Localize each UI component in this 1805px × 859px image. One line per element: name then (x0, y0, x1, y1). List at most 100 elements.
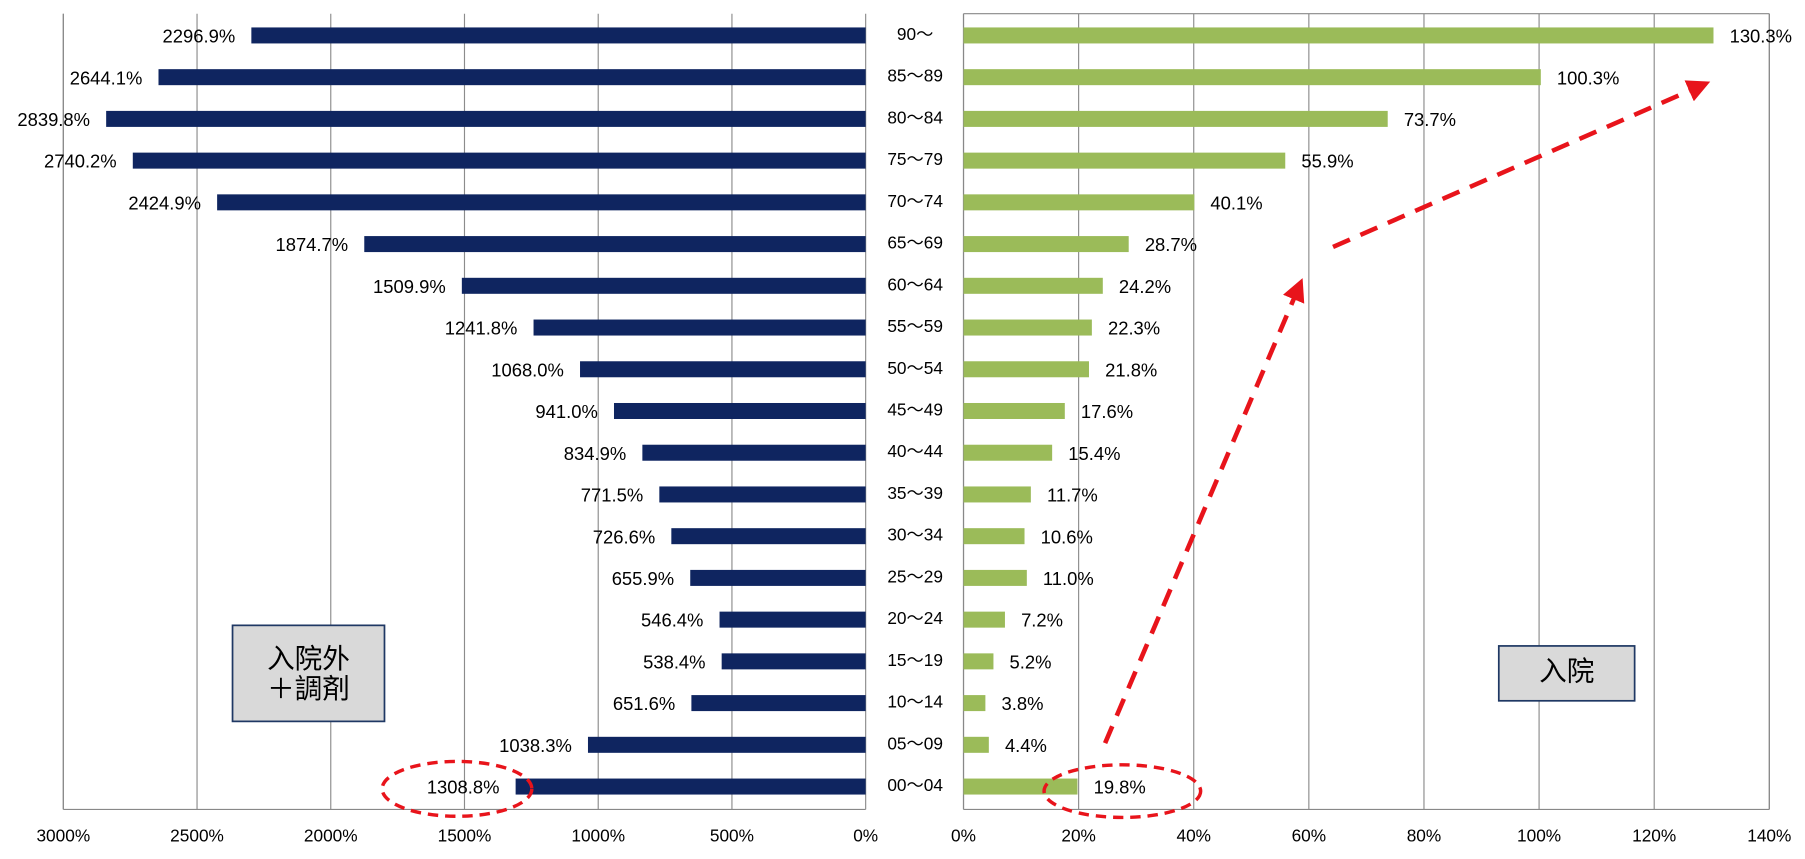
x-tick-label: 1000% (571, 825, 625, 845)
bar (963, 152, 1286, 169)
data-label: 73.7% (1404, 109, 1456, 130)
bar (580, 361, 866, 378)
category-label: 25～29 (887, 566, 943, 586)
data-label: 546.4% (641, 610, 703, 631)
x-tick-label: 140% (1747, 825, 1791, 845)
bar (963, 444, 1053, 461)
data-label: 651.6% (613, 693, 675, 714)
bar (515, 778, 866, 795)
bar (671, 528, 866, 545)
category-label: 45～49 (887, 400, 943, 420)
data-label: 2740.2% (44, 151, 117, 172)
data-label: 3.8% (1001, 693, 1043, 714)
data-label: 10.6% (1041, 526, 1093, 547)
bar (963, 402, 1065, 419)
data-label: 5.2% (1010, 652, 1052, 673)
arrow (1102, 278, 1305, 744)
data-label: 2839.8% (17, 109, 90, 130)
bar (963, 695, 986, 712)
x-tick-label: 500% (710, 825, 754, 845)
category-label: 05～09 (887, 733, 943, 753)
data-label: 538.4% (643, 652, 705, 673)
data-label: 7.2% (1021, 610, 1063, 631)
data-label: 1241.8% (445, 318, 518, 339)
data-label: 11.0% (1043, 568, 1094, 589)
bar (158, 69, 866, 86)
data-label: 55.9% (1301, 151, 1353, 172)
data-label: 130.3% (1730, 26, 1792, 47)
highlight-ellipse (380, 759, 534, 818)
data-label: 834.9% (564, 443, 626, 464)
bar (963, 528, 1025, 545)
data-label: 4.4% (1005, 735, 1047, 756)
x-tick-label: 40% (1176, 825, 1211, 845)
data-label: 655.9% (612, 568, 674, 589)
category-label: 75～79 (887, 149, 943, 169)
bar (963, 236, 1129, 253)
bar (963, 611, 1005, 628)
bar (719, 611, 866, 628)
bar (721, 653, 866, 670)
x-tick-label: 60% (1292, 825, 1327, 845)
category-label: 50～54 (887, 358, 943, 378)
category-label: 40～44 (887, 441, 943, 461)
bar (533, 319, 866, 336)
data-label: 1874.7% (275, 234, 348, 255)
annotation-text: ＋調剤 (267, 673, 350, 704)
bar (587, 736, 866, 753)
data-label: 22.3% (1108, 318, 1160, 339)
data-label: 19.8% (1094, 777, 1146, 798)
bar (963, 194, 1195, 211)
category-label: 10～14 (887, 692, 943, 712)
x-tick-label: 20% (1061, 825, 1096, 845)
data-label: 40.1% (1210, 193, 1262, 214)
bar (963, 653, 994, 670)
bar (963, 569, 1027, 586)
bar (364, 236, 866, 253)
data-label: 771.5% (581, 485, 643, 506)
annotation-text: 入院外 (267, 643, 350, 674)
x-tick-label: 0% (951, 825, 976, 845)
category-label: 80～84 (887, 107, 943, 127)
data-label: 1509.9% (373, 276, 446, 297)
bar (963, 27, 1714, 44)
bar (461, 277, 866, 294)
data-label: 1038.3% (499, 735, 572, 756)
x-tick-label: 0% (853, 825, 878, 845)
data-label: 2644.1% (70, 67, 143, 88)
category-label: 15～19 (887, 650, 943, 670)
data-label: 1068.0% (491, 359, 564, 380)
category-label: 70～74 (887, 191, 943, 211)
data-label: 941.0% (535, 401, 597, 422)
bar (963, 277, 1103, 294)
data-label: 2424.9% (128, 193, 201, 214)
data-label: 17.6% (1081, 401, 1133, 422)
x-tick-label: 120% (1632, 825, 1676, 845)
annotation-box (1497, 645, 1636, 702)
bar (963, 736, 989, 753)
data-label: 21.8% (1105, 359, 1157, 380)
data-label: 1308.8% (427, 777, 500, 798)
x-tick-label: 2500% (170, 825, 224, 845)
bar (251, 27, 866, 44)
data-label: 24.2% (1119, 276, 1171, 297)
annotation-text: 入院 (1539, 656, 1594, 687)
x-tick-label: 1500% (438, 825, 492, 845)
bar (691, 695, 866, 712)
category-label: 20～24 (887, 608, 943, 628)
bar (613, 402, 866, 419)
data-label: 15.4% (1068, 443, 1120, 464)
data-label: 100.3% (1557, 67, 1619, 88)
bar (963, 319, 1092, 336)
x-tick-label: 80% (1407, 825, 1442, 845)
data-label: 2296.9% (163, 26, 236, 47)
annotation-box (231, 624, 386, 723)
bar (963, 69, 1541, 86)
bar (642, 444, 866, 461)
bar (106, 110, 866, 127)
category-label: 00～04 (887, 775, 943, 795)
bar (963, 361, 1089, 378)
bar (132, 152, 866, 169)
category-label: 60～64 (887, 274, 943, 294)
